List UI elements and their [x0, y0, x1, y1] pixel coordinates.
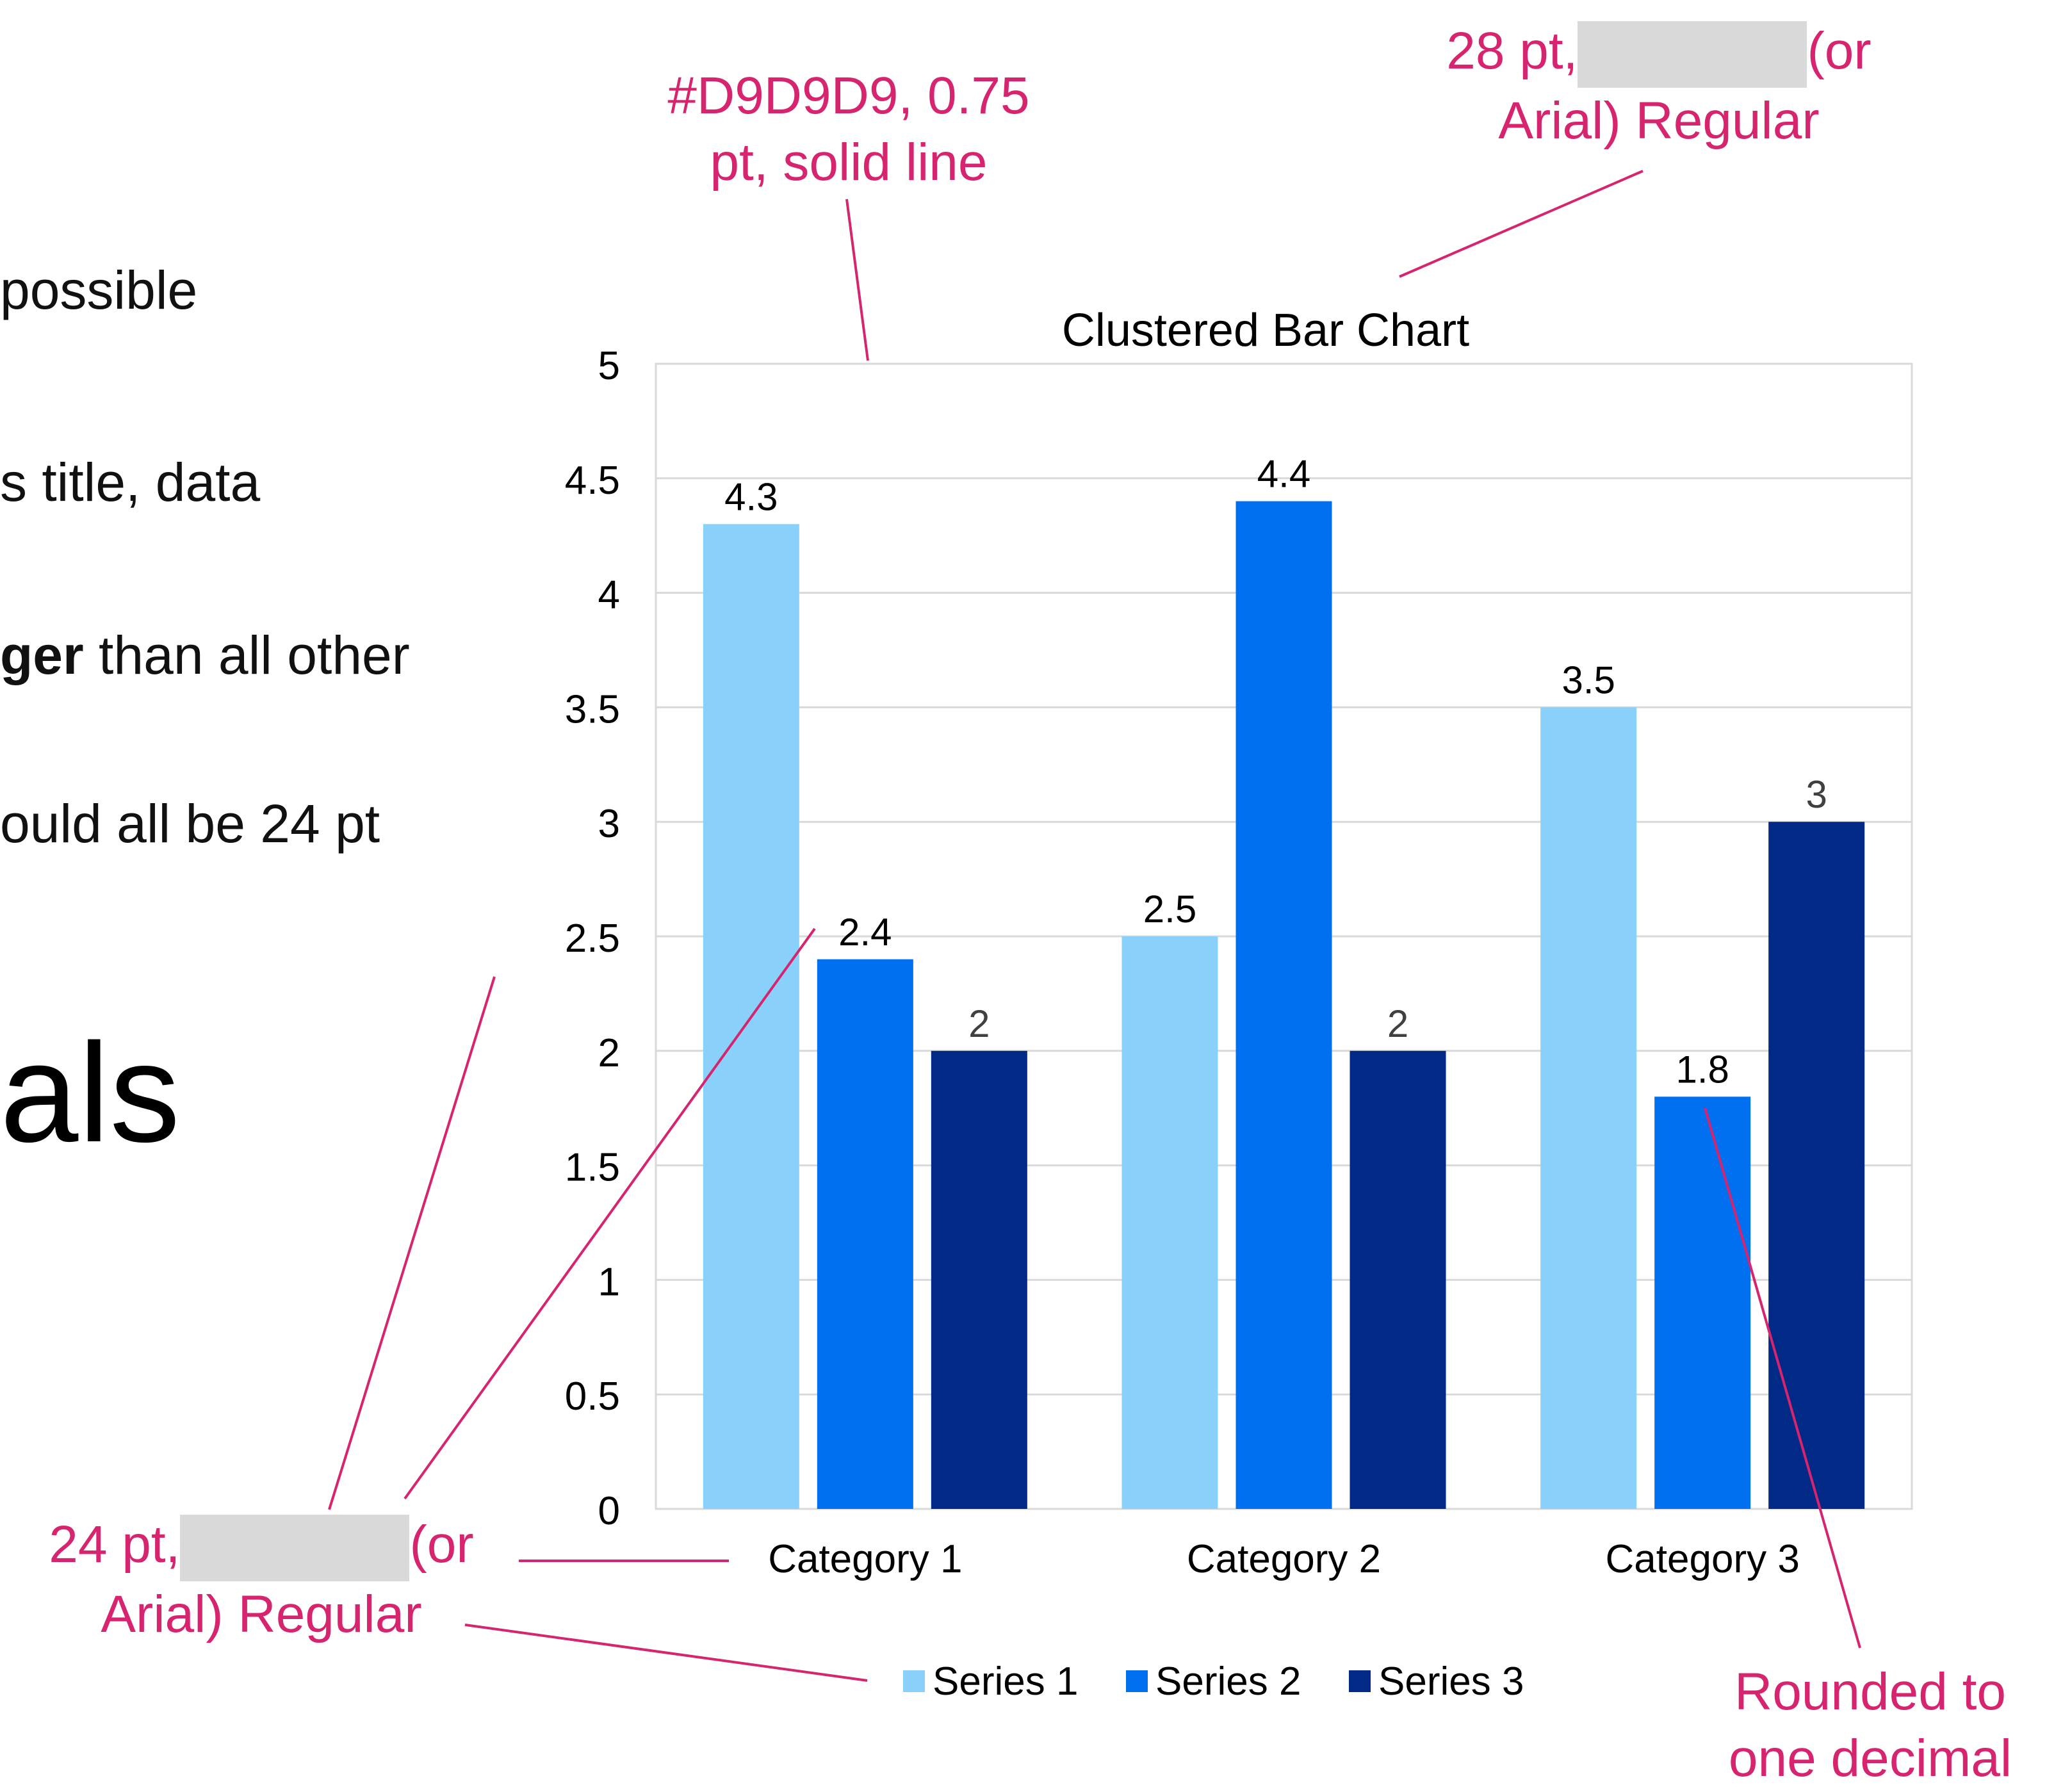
legend-label: Series 2	[1155, 1659, 1301, 1704]
category-label: Category 3	[1606, 1537, 1800, 1581]
chart-y-tick-labels: 0 0.5 1 1.5 2 2.5 3 3.5 4 4.5 5	[565, 344, 620, 1533]
body-text-line-3-bold: ger	[0, 625, 84, 685]
body-text-line-1: possible	[0, 260, 198, 320]
y-tick-label: 1	[598, 1260, 620, 1304]
bar-series-1	[1540, 707, 1637, 1509]
chart-category-labels: Category 1 Category 2 Category 3	[768, 1537, 1800, 1581]
annotation-label-or: (or	[409, 1515, 474, 1574]
legend-label: Series 3	[1378, 1659, 1524, 1704]
annotation-title-line-1: 28 pt, (or	[1403, 18, 1915, 88]
y-tick-label: 0.5	[565, 1374, 620, 1419]
bar-series-1	[1121, 936, 1218, 1509]
annotation-rounding-line-2: one decimal	[1728, 1729, 2012, 1788]
y-tick-label: 5	[598, 344, 620, 388]
annotation-gridline-style: #D9D9D9, 0.75 pt, solid line	[647, 63, 1050, 196]
annotation-title-style: 28 pt, (or Arial) Regular	[1403, 18, 1915, 154]
category-label: Category 2	[1187, 1537, 1381, 1581]
bar-series-3	[1768, 822, 1865, 1509]
y-tick-label: 4	[598, 573, 620, 617]
body-text-line-4: ould all be 24 pt	[0, 794, 380, 854]
body-text-line-2: s title, data	[0, 452, 261, 512]
data-label: 4.3	[724, 475, 778, 518]
bar-series-2	[1654, 1096, 1751, 1509]
legend-swatch-series-3	[1349, 1670, 1371, 1692]
y-tick-label: 1.5	[565, 1146, 620, 1190]
annotation-label-line-1: 24 pt, (or	[18, 1511, 505, 1582]
legend-label: Series 1	[933, 1659, 1078, 1704]
annotation-title-or: (or	[1807, 22, 1872, 80]
annotation-rounding: Rounded to one decimal	[1697, 1659, 2043, 1792]
data-label: 4.4	[1257, 453, 1310, 496]
annotation-label-size: 24 pt,	[49, 1515, 181, 1574]
annotation-gridline-line-2: pt, solid line	[710, 133, 988, 191]
y-tick-label: 3	[598, 802, 620, 846]
annotation-title-size: 28 pt,	[1446, 22, 1578, 80]
body-text-line-3: ger than all other	[0, 624, 410, 687]
legend-swatch-series-1	[903, 1670, 925, 1692]
annotation-rounding-line-1: Rounded to	[1734, 1663, 2006, 1721]
data-label: 2	[968, 1002, 990, 1045]
chart-legend: Series 1 Series 2 Series 3	[903, 1659, 1524, 1704]
chart-data-labels: 4.3 2.4 2 2.5 4.4 2 3.5 1.8 3	[724, 453, 1827, 1091]
bar-series-3	[1350, 1050, 1446, 1509]
y-tick-label: 3.5	[565, 687, 620, 731]
legend-swatch-series-2	[1126, 1670, 1148, 1692]
chart-bars	[703, 501, 1865, 1509]
annotation-label-line-2: Arial) Regular	[101, 1585, 422, 1644]
data-label: 3.5	[1562, 658, 1615, 701]
y-tick-label: 4.5	[565, 459, 620, 503]
data-label: 1.8	[1676, 1048, 1729, 1091]
category-label: Category 1	[768, 1537, 962, 1581]
chart-title: Clustered Bar Chart	[1062, 305, 1469, 356]
bar-series-3	[931, 1050, 1027, 1509]
annotation-title-line-2: Arial) Regular	[1498, 92, 1820, 151]
annotation-label-style: 24 pt, (or Arial) Regular	[18, 1511, 505, 1648]
bar-series-2	[817, 959, 913, 1509]
y-tick-label: 0	[598, 1489, 620, 1533]
data-label: 2	[1387, 1002, 1408, 1045]
data-label: 3	[1806, 773, 1827, 816]
y-tick-label: 2	[598, 1031, 620, 1075]
bar-series-2	[1236, 501, 1332, 1509]
redacted-font-name	[180, 1515, 410, 1582]
body-text-line-3-rest: than all other	[83, 625, 410, 685]
redacted-font-name	[1578, 21, 1807, 88]
big-heading-fragment: als	[0, 1014, 181, 1171]
data-label: 2.5	[1143, 888, 1196, 931]
data-label: 2.4	[838, 911, 892, 954]
annotation-gridline-line-1: #D9D9D9, 0.75	[667, 67, 1030, 125]
y-tick-label: 2.5	[565, 916, 620, 961]
annotation-leader-lines	[328, 170, 1861, 1682]
